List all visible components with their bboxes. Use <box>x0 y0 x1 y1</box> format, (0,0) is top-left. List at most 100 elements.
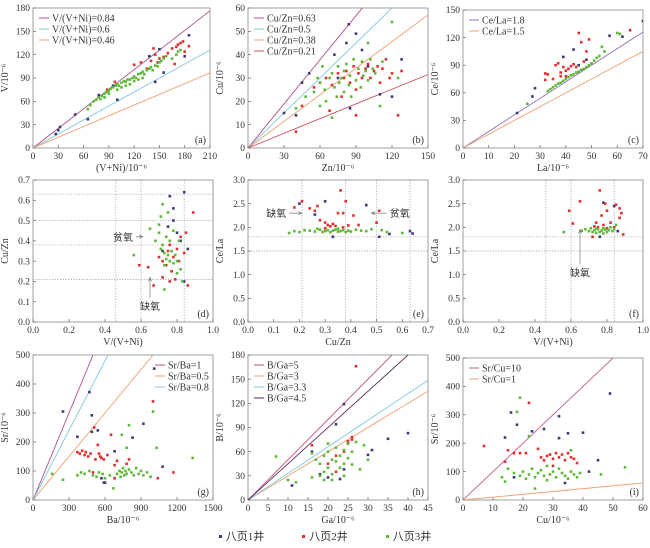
data-point <box>598 189 602 192</box>
data-point <box>92 100 95 103</box>
data-point <box>559 71 563 74</box>
data-point <box>314 458 318 462</box>
data-point <box>596 458 600 462</box>
data-point <box>364 203 368 207</box>
data-point <box>611 229 614 233</box>
data-point <box>183 54 187 58</box>
y-tick-label: 40 <box>236 51 246 61</box>
data-point <box>128 78 132 81</box>
data-point <box>175 272 179 275</box>
data-point <box>175 259 179 263</box>
data-point <box>179 48 182 52</box>
legend-line-label: Ce/La=1.8 <box>482 16 525 27</box>
y-tick-label: 1.5 <box>233 247 245 257</box>
legend-line-label: B/Ga=4.5 <box>267 394 306 405</box>
data-point <box>151 400 155 403</box>
data-point <box>545 478 549 482</box>
plot-frame <box>462 9 644 149</box>
data-point <box>378 93 382 96</box>
data-point <box>161 259 164 263</box>
data-point <box>316 76 319 80</box>
data-point <box>187 44 191 48</box>
data-point <box>381 60 384 63</box>
data-point <box>330 458 334 462</box>
x-tick-label: 0 <box>246 152 251 162</box>
data-point <box>509 411 513 414</box>
data-point <box>103 476 107 480</box>
data-point <box>148 54 151 58</box>
data-point <box>179 235 182 239</box>
data-point <box>518 396 522 400</box>
data-point <box>556 82 560 85</box>
data-point <box>390 95 394 98</box>
data-point <box>330 478 334 482</box>
data-point <box>137 72 140 76</box>
ratio-reference-line <box>463 358 614 500</box>
data-point <box>591 235 594 239</box>
data-point <box>375 221 378 224</box>
data-point <box>596 227 600 231</box>
y-tick-label: 1.0 <box>233 271 245 281</box>
ratio-reference-line <box>33 355 154 500</box>
data-point <box>298 202 301 205</box>
arrow-head-icon <box>138 234 144 239</box>
x-tick-label: 0.0 <box>27 326 39 336</box>
x-tick-label: 0.4 <box>99 326 111 336</box>
y-tick-label: 10 <box>236 121 246 131</box>
data-point <box>108 474 112 477</box>
data-point <box>113 476 116 480</box>
data-point <box>322 470 326 474</box>
ratio-reference-line <box>248 74 428 148</box>
data-point <box>300 81 304 84</box>
data-point <box>318 462 322 466</box>
plot-area <box>33 355 194 500</box>
y-tick-label: 0.4 <box>18 237 30 247</box>
data-point <box>191 456 194 460</box>
data-point <box>357 72 360 75</box>
y-tick-label: 30 <box>236 472 246 482</box>
plot-area <box>248 180 428 322</box>
x-tick-label: 20 <box>518 504 528 514</box>
data-point <box>545 464 549 468</box>
data-point <box>592 59 596 62</box>
data-point <box>503 436 507 439</box>
data-point <box>336 211 340 215</box>
legend-line-label: V/(V+Ni)=0.46 <box>52 36 115 47</box>
arrow-head-icon <box>578 228 582 234</box>
legend-line-label: Ce/La=1.5 <box>482 27 525 38</box>
x-tick-label: 300 <box>62 504 77 514</box>
annotation-label: 缺氧 <box>570 266 590 279</box>
data-point <box>542 474 546 478</box>
data-point <box>628 28 632 32</box>
data-point <box>386 437 390 441</box>
data-point <box>61 410 65 413</box>
data-point <box>128 82 132 86</box>
data-point <box>339 229 342 233</box>
data-point <box>326 450 330 453</box>
data-point <box>80 449 84 452</box>
data-point <box>177 259 181 263</box>
data-point <box>334 446 338 449</box>
data-point <box>557 414 561 418</box>
data-point <box>556 62 560 65</box>
data-point <box>587 470 591 473</box>
y-tick-label: 0.7 <box>18 176 30 186</box>
legend-line-label: B/Ga=3 <box>267 372 299 383</box>
data-point <box>323 229 327 233</box>
data-point <box>364 229 368 233</box>
data-point <box>168 194 172 198</box>
data-point <box>616 229 620 233</box>
data-point <box>346 439 350 443</box>
data-point <box>187 33 191 37</box>
data-point <box>326 223 330 227</box>
data-point <box>336 72 340 75</box>
data-point <box>125 462 128 466</box>
data-point <box>137 78 140 81</box>
data-point <box>411 232 414 235</box>
data-point <box>612 227 616 231</box>
data-point <box>159 59 163 63</box>
data-point <box>313 213 317 216</box>
data-point <box>359 229 363 232</box>
data-point <box>572 48 575 51</box>
y-tick-label: 3.0 <box>233 176 245 186</box>
